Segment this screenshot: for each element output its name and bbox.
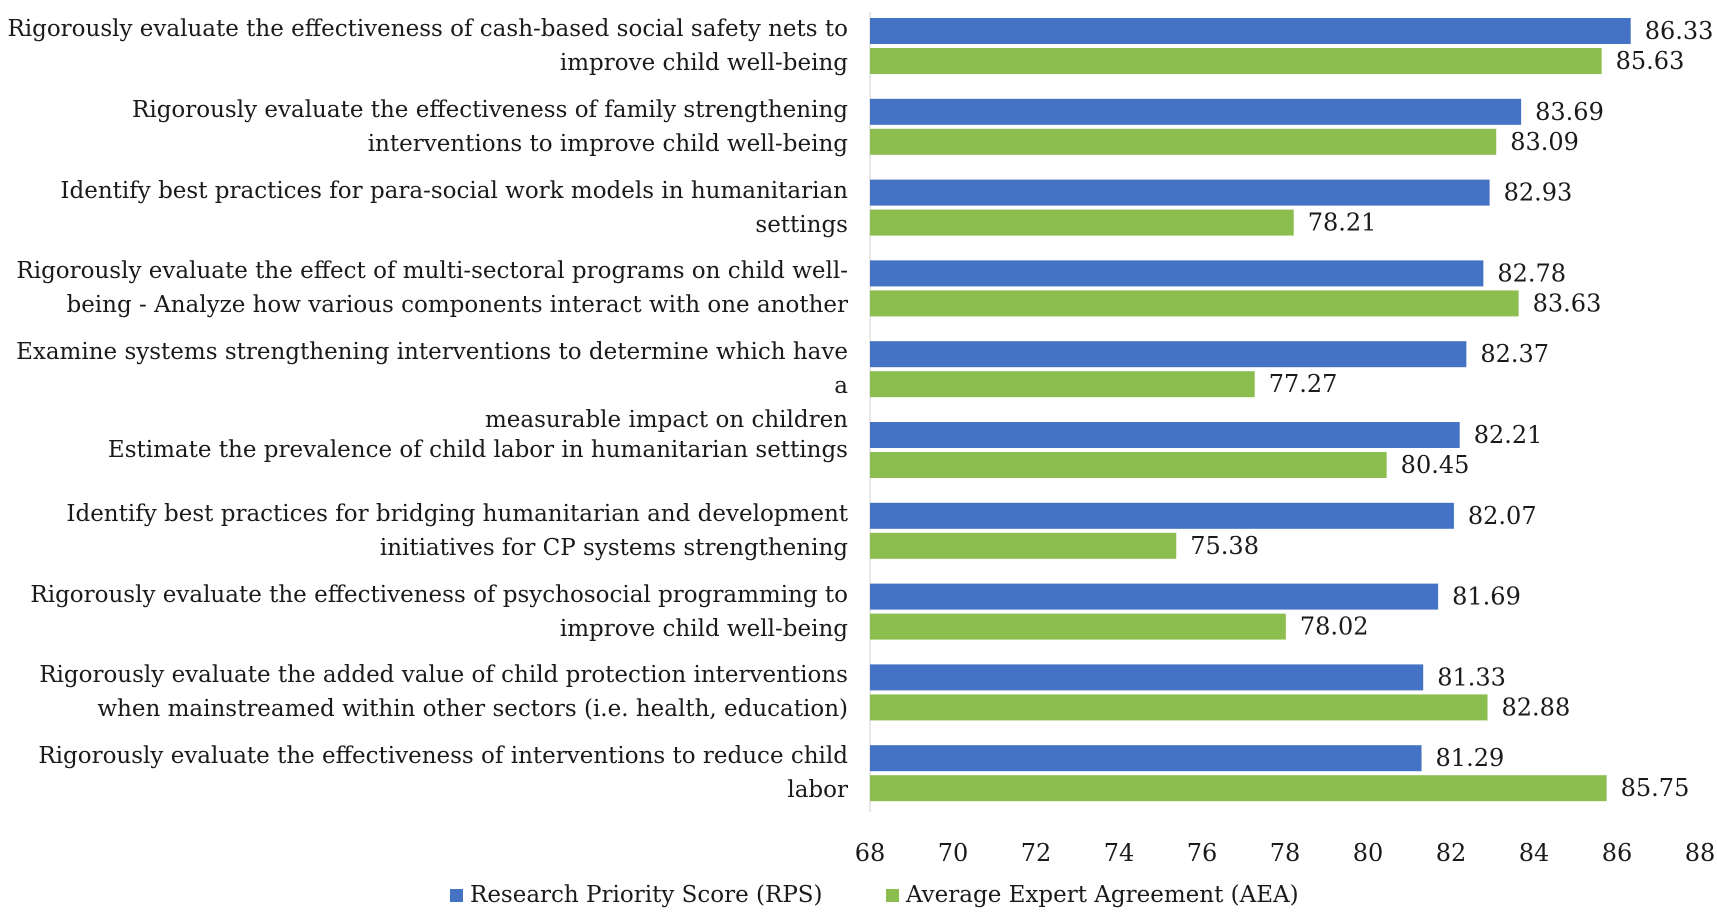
value-label-aea-9: 82.88 (1502, 693, 1571, 721)
legend: Research Priority Score (RPS) Average Ex… (0, 882, 1717, 918)
x-tick-label-68: 68 (855, 839, 886, 867)
value-label-aea-3: 78.21 (1308, 209, 1377, 237)
category-label-1: Rigorously evaluate the effectiveness of… (0, 12, 848, 80)
category-label-line: settings (755, 211, 848, 238)
value-label-aea-6: 80.45 (1401, 451, 1470, 479)
legend-swatch-aea (886, 888, 899, 902)
category-label-line: Identify best practices for para-social … (60, 177, 848, 204)
legend-label-aea: Average Expert Agreement (AEA) (906, 882, 1299, 908)
category-label-line: Rigorously evaluate the effectiveness of… (38, 743, 848, 770)
bar-rps-6 (870, 422, 1460, 448)
value-label-rps-9: 81.33 (1437, 663, 1506, 691)
bar-rps-7 (870, 502, 1454, 529)
bar-rps-2 (870, 98, 1522, 125)
category-label-8: Rigorously evaluate the effectiveness of… (0, 578, 848, 646)
x-tick-label-80: 80 (1353, 839, 1384, 867)
value-label-aea-4: 83.63 (1533, 289, 1602, 317)
value-label-rps-10: 81.29 (1436, 744, 1505, 772)
value-label-aea-2: 83.09 (1510, 128, 1579, 156)
bar-aea-1 (870, 48, 1602, 74)
category-label-line: improve child well-being (559, 50, 848, 76)
category-label-line: being - Analyze how various components i… (66, 292, 848, 319)
legend-swatch-rps (450, 888, 463, 902)
x-tick-label-84: 84 (1519, 839, 1550, 867)
value-label-rps-3: 82.93 (1504, 179, 1573, 207)
value-label-aea-8: 78.02 (1300, 613, 1369, 641)
category-label-5: Examine systems strengthening interventi… (0, 335, 848, 437)
category-label-line: when mainstreamed within other sectors (… (97, 696, 848, 723)
category-label-3: Identify best practices for para-social … (0, 174, 848, 242)
category-label-line: labor (787, 777, 848, 804)
value-label-rps-4: 82.78 (1497, 259, 1566, 287)
bar-aea-7 (870, 532, 1177, 559)
bar-rps-9 (870, 664, 1424, 691)
value-label-rps-1: 86.33 (1645, 17, 1714, 45)
category-label-line: Identify best practices for bridging hum… (66, 500, 848, 527)
x-tick-label-72: 72 (1021, 839, 1052, 867)
value-label-aea-1: 85.63 (1616, 47, 1685, 75)
category-label-7: Identify best practices for bridging hum… (0, 497, 848, 565)
x-tick-label-88: 88 (1685, 839, 1716, 867)
category-label-6: Estimate the prevalence of child labor i… (0, 433, 848, 467)
value-label-rps-5: 82.37 (1480, 340, 1549, 368)
category-label-10: Rigorously evaluate the effectiveness of… (0, 739, 848, 807)
category-label-line: Rigorously evaluate the added value of c… (39, 662, 848, 689)
bar-rps-3 (870, 179, 1490, 206)
bar-rps-5 (870, 341, 1467, 368)
category-label-4: Rigorously evaluate the effect of multi-… (0, 254, 848, 322)
bar-aea-8 (870, 613, 1286, 640)
category-label-9: Rigorously evaluate the added value of c… (0, 658, 848, 726)
value-label-aea-5: 77.27 (1269, 370, 1338, 398)
value-label-aea-7: 75.38 (1190, 532, 1259, 560)
x-tick-label-82: 82 (1436, 839, 1467, 867)
bar-aea-6 (870, 452, 1387, 478)
bar-aea-4 (870, 290, 1519, 317)
category-label-line: Rigorously evaluate the effect of multi-… (16, 258, 848, 285)
bar-aea-2 (870, 128, 1497, 155)
x-tick-label-74: 74 (1104, 839, 1135, 867)
category-label-line: Estimate the prevalence of child labor i… (107, 437, 848, 463)
bar-rps-4 (870, 260, 1484, 287)
value-label-rps-2: 83.69 (1535, 98, 1604, 126)
category-label-2: Rigorously evaluate the effectiveness of… (0, 93, 848, 161)
legend-item-aea: Average Expert Agreement (AEA) (886, 882, 1299, 908)
x-tick-label-86: 86 (1602, 839, 1633, 867)
bar-rps-10 (870, 745, 1422, 772)
category-label-line: improve child well-being (559, 615, 848, 642)
x-tick-label-70: 70 (938, 839, 969, 867)
legend-label-rps: Research Priority Score (RPS) (470, 882, 823, 908)
x-tick-label-76: 76 (1187, 839, 1218, 867)
category-label-line: Examine systems strengthening interventi… (16, 339, 848, 400)
bar-rps-1 (870, 18, 1631, 44)
x-tick-label-78: 78 (1270, 839, 1301, 867)
legend-item-rps: Research Priority Score (RPS) (450, 882, 823, 908)
category-label-line: initiatives for CP systems strengthening (379, 534, 848, 561)
value-label-aea-10: 85.75 (1621, 774, 1690, 802)
category-label-line: interventions to improve child well-bein… (367, 130, 848, 157)
bar-aea-3 (870, 209, 1294, 236)
category-label-line: Rigorously evaluate the effectiveness of… (132, 96, 848, 123)
bar-aea-10 (870, 775, 1607, 802)
bar-aea-5 (870, 371, 1255, 398)
bar-aea-9 (870, 694, 1488, 721)
value-label-rps-7: 82.07 (1468, 502, 1537, 530)
bar-rps-8 (870, 583, 1439, 610)
category-label-line: measurable impact on children (484, 407, 848, 434)
value-label-rps-8: 81.69 (1452, 583, 1521, 611)
category-label-line: Rigorously evaluate the effectiveness of… (30, 581, 848, 608)
category-label-line: Rigorously evaluate the effectiveness of… (7, 16, 848, 42)
value-label-rps-6: 82.21 (1474, 421, 1543, 449)
